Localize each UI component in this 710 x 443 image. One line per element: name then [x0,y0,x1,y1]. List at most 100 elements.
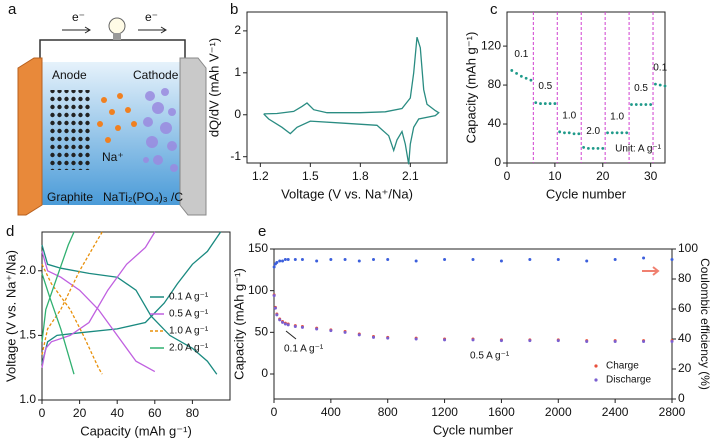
data-point [548,102,552,105]
y2-tick-label: 80 [678,271,692,285]
data-point [343,330,347,334]
cathode-material: NaTi₂(PO₄)₃ /C [103,190,183,204]
data-point [510,69,514,72]
data-point [572,132,576,136]
panel-label: d [6,223,14,240]
data-line [263,37,440,165]
data-point [275,261,279,264]
y-tick-label: 0 [234,107,241,121]
x-axis-title: Cycle number [546,186,627,201]
data-point [567,131,571,135]
axis-indicator [642,266,660,276]
data-point [585,259,589,263]
data-point [372,335,375,339]
y-tick-label: 0 [494,155,501,169]
data-point [591,146,595,150]
annotation: 0.5 A g⁻¹ [470,351,510,362]
data-point [499,339,503,343]
arrow-head [160,26,167,34]
data-point [329,258,333,261]
x-tick-label: 0 [504,169,511,183]
plot-frame [246,11,448,164]
data-point [586,146,590,150]
x-tick-label: 2.1 [402,169,419,183]
data-point [272,294,276,298]
x-tick-label: 60 [148,406,162,420]
y-axis-title: dQ/dV (mAh V⁻¹) [206,38,221,137]
data-point [642,340,646,343]
data-point [499,259,503,263]
data-point [372,258,375,261]
data-point [329,329,333,333]
data-point [515,71,518,75]
panel: e0 400 800 1200 1600 2000 2400 2800050100150020… [231,223,710,437]
data-point [620,131,624,135]
plot-frame [41,231,231,401]
data-line [41,231,75,375]
x-tick-label: 1.2 [252,169,269,183]
data-point [577,132,581,136]
data-point [543,102,547,105]
panel-label: b [230,1,238,18]
plot-frame [506,11,666,164]
rate-label: 0.5 [634,83,648,94]
data-point [300,258,304,261]
y2-tick-label: 0 [678,391,685,405]
y-tick-label: 150 [248,241,268,255]
data-point [601,146,605,150]
data-point [278,318,282,322]
data-point [658,83,662,87]
x-axis-title: Voltage (V vs. Na⁺/Na) [281,186,413,201]
data-point [443,258,447,261]
x-tick-label: 40 [111,406,125,420]
legend-label: 0.1 A g⁻¹ [169,292,209,303]
data-point [386,336,390,340]
y2-tick-label: 60 [678,301,692,315]
data-point [663,84,667,88]
data-point [649,103,653,106]
data-line [41,231,103,375]
panel: c 0 10 20 30 0 40 80 120 Cycle number Capacity (mA… [463,1,667,201]
y2-axis-title: Coulombic efficiency (%) [698,258,710,390]
panel-label: c [490,1,498,18]
data-point [343,258,347,261]
data-point [283,258,287,261]
x-tick-label: 0 [271,405,278,419]
data-point [558,130,562,134]
data-point [528,339,532,343]
data-point [630,103,633,106]
data-point [286,323,290,327]
legend-label: Discharge [606,375,651,386]
rate-label: 0.1 [514,49,528,60]
cathode-plate [179,57,207,216]
x-tick-label: 1200 [431,405,458,419]
annotation-arrow [285,330,297,340]
data-point [471,338,475,342]
data-point [357,333,361,337]
data-point [615,131,619,135]
data-point [278,259,282,263]
panel: d 0 20 40 60 80 1.0 1.5 2.0 Capacity (mAh g⁻¹) Vol… [3,223,231,438]
data-point [300,325,304,329]
data-point [315,327,319,331]
y-tick-label: 2 [234,23,241,37]
y-tick-label: 1.5 [19,328,36,342]
electron-label: e⁻ [72,10,85,24]
data-point [529,78,533,82]
x-tick-label: 800 [378,405,398,419]
wire [39,39,186,62]
y-tick-label: 40 [488,116,502,130]
y-axis-title: Capacity (mAh g⁻¹) [463,32,478,144]
legend-swatch [594,364,598,368]
data-point [670,258,674,261]
rate-label: 1.0 [610,111,624,122]
y-tick-label: 100 [248,283,268,297]
anode-plate [17,57,43,216]
y-tick-label: 50 [255,325,269,339]
data-point [556,339,560,343]
data-point [281,259,285,263]
data-point [273,306,277,310]
data-point [386,258,390,261]
y-tick-label: 120 [481,38,501,52]
